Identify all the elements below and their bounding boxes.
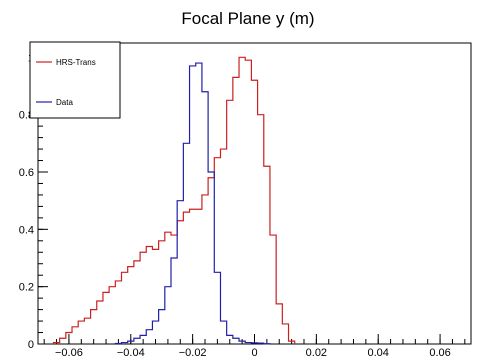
legend-label-1: Data [56,98,73,107]
y-tick-label: 0.2 [19,282,34,294]
y-tick-label: 0 [28,339,34,351]
series-line-0 [52,56,296,344]
x-tick-label: −0.04 [117,347,145,358]
legend-box [29,41,121,119]
legend: HRS-Trans Data [29,41,121,119]
x-tick-label: 0 [251,347,257,358]
axes-layer: −0.06 −0.04 −0.02 0 0.02 0.04 0.0600.20.40.60.… [19,42,472,359]
series-layer [52,56,296,345]
x-tick-label: −0.02 [179,347,207,358]
series-line-1 [114,62,271,345]
x-tick-label: 0.02 [306,347,327,358]
x-tick-label: 0.04 [368,347,389,358]
y-tick-label: 0.4 [19,224,34,236]
legend-label-0: HRS-Trans [56,58,96,67]
y-tick-label: 0.6 [19,167,34,179]
chart-title: Focal Plane y (m) [181,9,314,28]
x-tick-label: −0.06 [55,347,83,358]
x-tick-label: 0.06 [429,347,450,358]
